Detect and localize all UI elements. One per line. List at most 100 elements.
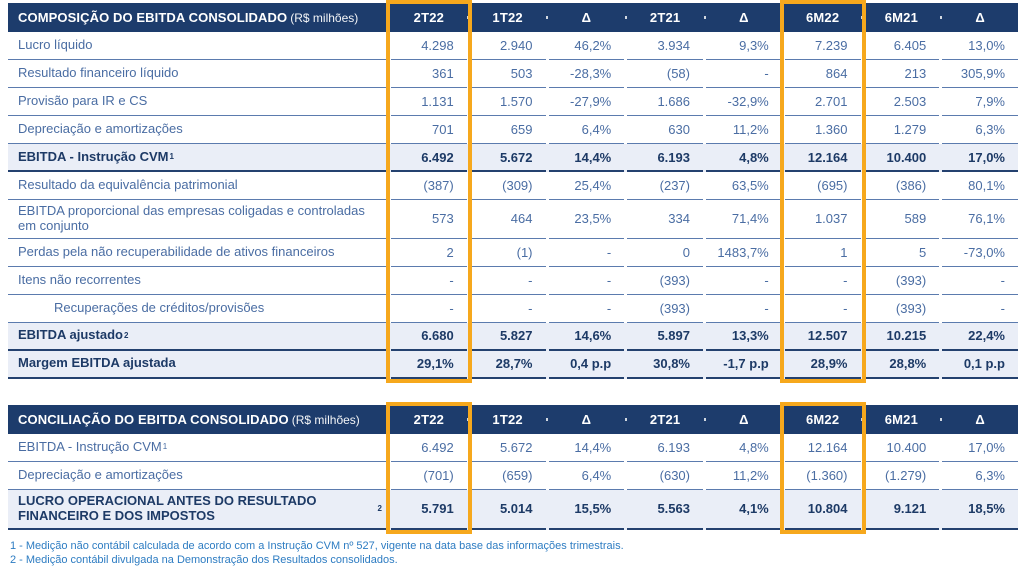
cell-value: 2: [391, 239, 467, 267]
column-header-δ: Δ: [703, 10, 782, 25]
cell-value: 1.279: [863, 116, 940, 144]
row-label-text: Resultado financeiro líquido: [18, 65, 179, 81]
ebitda-reconciliation-table: CONCILIAÇÃO DO EBITDA CONSOLIDADO (R$ mil…: [8, 401, 1018, 534]
cell-value: 6,3%: [942, 116, 1018, 144]
cell-value: -: [548, 239, 625, 267]
cell-value: 6.492: [391, 144, 467, 172]
cell-value: 7,9%: [942, 88, 1018, 116]
row-label-text: EBITDA proporcional das empresas coligad…: [18, 203, 365, 233]
cell-value: 29,1%: [391, 351, 467, 379]
cell-value: (393): [863, 267, 940, 295]
row-label: Recuperações de créditos/provisões: [8, 295, 388, 323]
cell-value: -1,7 p.p: [706, 351, 782, 379]
cell-value: 28,8%: [863, 351, 940, 379]
cell-value: 1.131: [391, 88, 467, 116]
cell-value: 4,8%: [706, 434, 782, 462]
cell-value: 659: [469, 116, 546, 144]
cell-value: 10.400: [863, 144, 940, 172]
cell-value: 14,4%: [548, 144, 625, 172]
cell-value: -: [706, 267, 782, 295]
cell-value: (1.279): [863, 462, 940, 490]
cell-value: (695): [784, 172, 861, 200]
row-label: EBITDA proporcional das empresas coligad…: [8, 200, 388, 239]
table-row: Provisão para IR e CS 1.131 1.570 -27,9% 1.6…: [8, 88, 1018, 116]
cell-value: 6,4%: [548, 462, 625, 490]
cell-value: (393): [863, 295, 940, 323]
cell-value: (701): [391, 462, 467, 490]
column-header-2t22: 2T22: [413, 10, 445, 25]
cell-value: 6.405: [863, 32, 940, 60]
table-title-unit: (R$ milhões): [290, 11, 359, 25]
cell-value: 15,5%: [548, 490, 625, 530]
cell-value: (659): [469, 462, 546, 490]
row-label: Itens não recorrentes: [8, 267, 388, 295]
cell-value: -: [706, 60, 782, 88]
table-title: COMPOSIÇÃO DO EBITDA CONSOLIDADO (R$ milh…: [8, 10, 388, 25]
cell-value: -: [391, 267, 467, 295]
cell-value: 0,1 p.p: [942, 351, 1018, 379]
table-title-text: COMPOSIÇÃO DO EBITDA CONSOLIDADO: [18, 10, 288, 25]
ebitda-composition-table: COMPOSIÇÃO DO EBITDA CONSOLIDADO (R$ milh…: [8, 0, 1018, 383]
table-row: EBITDA proporcional das empresas coligad…: [8, 200, 1018, 239]
table-row: Resultado financeiro líquido 361 503 -28,3%…: [8, 60, 1018, 88]
cell-value: 6.680: [391, 323, 467, 351]
row-label: Provisão para IR e CS: [8, 88, 388, 116]
cell-value: 9,3%: [706, 32, 782, 60]
cell-value: (1): [469, 239, 546, 267]
cell-value: 71,4%: [706, 200, 782, 239]
column-header-2t21: 2T21: [624, 412, 703, 427]
cell-value: -: [706, 295, 782, 323]
table-title-text: CONCILIAÇÃO DO EBITDA CONSOLIDADO: [18, 411, 289, 427]
cell-value: 630: [627, 116, 703, 144]
row-label: Resultado da equivalência patrimonial: [8, 172, 388, 200]
cell-value: 6.193: [627, 434, 703, 462]
cell-value: 12.507: [784, 323, 861, 351]
cell-value: 14,6%: [548, 323, 625, 351]
table-row: EBITDA - Instrução CVM 1 6.492 5.672 14,4% 6…: [8, 434, 1018, 462]
row-label-text: EBITDA ajustado: [18, 327, 123, 343]
cell-value: 9.121: [863, 490, 940, 530]
cell-value: 213: [863, 60, 940, 88]
column-header-δ: Δ: [939, 412, 1018, 427]
column-header-6m22: 6M22: [782, 412, 861, 427]
cell-value: (237): [627, 172, 703, 200]
cell-value: 701: [391, 116, 467, 144]
cell-value: 1483,7%: [706, 239, 782, 267]
cell-value: 6,4%: [548, 116, 625, 144]
cell-value: 14,4%: [548, 434, 625, 462]
column-header-δ: Δ: [939, 10, 1018, 25]
row-label: Margem EBITDA ajustada: [8, 351, 388, 379]
table-header-row: CONCILIAÇÃO DO EBITDA CONSOLIDADO (R$ mil…: [8, 404, 1018, 434]
cell-value: 1.360: [784, 116, 861, 144]
cell-value: 18,5%: [942, 490, 1018, 530]
cell-value: -: [548, 267, 625, 295]
cell-value: 305,9%: [942, 60, 1018, 88]
cell-value: 10.215: [863, 323, 940, 351]
cell-value: 13,3%: [706, 323, 782, 351]
cell-value: -: [784, 295, 861, 323]
row-label-text: Recuperações de créditos/provisões: [54, 299, 265, 315]
cell-value: -: [784, 267, 861, 295]
cell-value: 30,8%: [627, 351, 703, 379]
cell-value: 464: [469, 200, 546, 239]
row-label-text: Itens não recorrentes: [18, 271, 141, 287]
table-row: Lucro líquido 4.298 2.940 46,2% 3.934 9,3% 7.2…: [8, 32, 1018, 60]
cell-value: 80,1%: [942, 172, 1018, 200]
cell-value: 1: [784, 239, 861, 267]
cell-value: -: [469, 295, 546, 323]
cell-value: 6,3%: [942, 462, 1018, 490]
cell-value: 334: [627, 200, 703, 239]
row-label-text: EBITDA - Instrução CVM: [18, 148, 169, 164]
cell-value: 4,8%: [706, 144, 782, 172]
cell-value: -: [942, 267, 1018, 295]
cell-value: (386): [863, 172, 940, 200]
row-label: Depreciação e amortizações: [8, 116, 388, 144]
column-header-2t22: 2T22: [413, 411, 445, 427]
table-row: Itens não recorrentes - - - (393) - - (393) -: [8, 267, 1018, 295]
row-label-text: Perdas pela não recuperabilidade de ativ…: [18, 243, 335, 259]
cell-value: 11,2%: [706, 116, 782, 144]
column-header-δ: Δ: [546, 10, 625, 25]
cell-value: 864: [784, 60, 861, 88]
cell-value: 5.014: [469, 490, 546, 530]
table-row: Margem EBITDA ajustada 29,1% 28,7% 0,4 p.p 3…: [8, 350, 1018, 379]
